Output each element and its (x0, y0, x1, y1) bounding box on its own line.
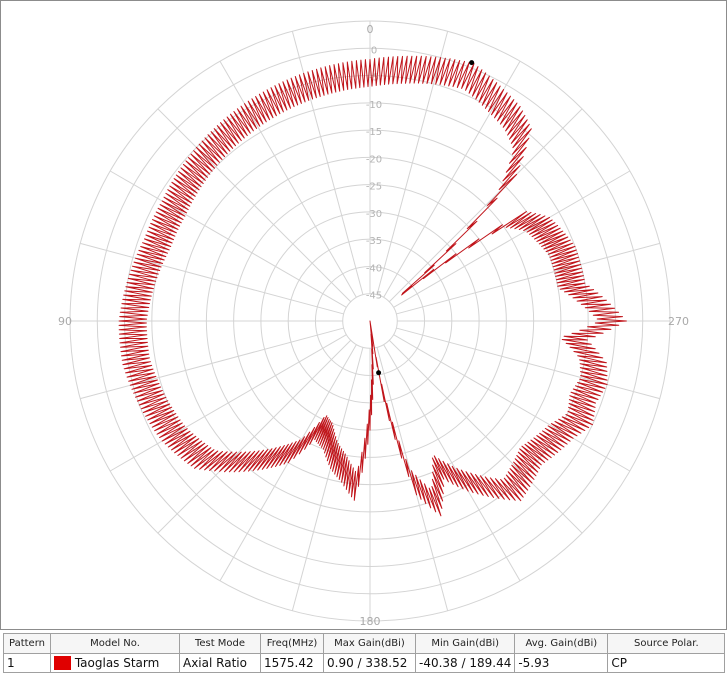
cell-avg-gain: -5.93 (514, 653, 609, 673)
grid-spoke (80, 327, 344, 400)
grid-spoke (383, 60, 521, 298)
data-marker (376, 370, 382, 376)
radial-tick-label: -10 (366, 100, 382, 111)
grid-spoke (388, 108, 583, 303)
legend-header-row: Pattern Model No. Test Mode Freq(MHz) Ma… (3, 633, 726, 654)
polar-grid (69, 20, 671, 622)
legend-table: Pattern Model No. Test Mode Freq(MHz) Ma… (3, 633, 726, 673)
col-header-pattern: Pattern (3, 633, 51, 654)
cell-source-polar: CP (607, 653, 726, 673)
radial-tick-label: 0 (371, 45, 377, 56)
radial-tick-labels: 0 -5 -10 -15 -20 -25 -30 -35 -40 -45 (366, 45, 382, 301)
col-header-min-gain: Min Gain(dBi) (414, 633, 516, 654)
grid-spoke (157, 108, 352, 303)
pattern-trace (118, 55, 627, 517)
plot-panel: 0 -5 -10 -15 -20 -25 -30 -35 -40 -45 0 90 180 270 (0, 0, 727, 630)
radial-tick-label: -25 (366, 182, 382, 193)
grid-spoke (291, 347, 364, 611)
col-header-max-gain: Max Gain(dBi) (323, 633, 416, 654)
radial-tick-label: -35 (366, 236, 382, 247)
cell-model: Taoglas Starm (50, 653, 180, 673)
peak-markers (376, 60, 475, 376)
cell-freq: 1575.42 (260, 653, 324, 673)
grid-spoke (109, 170, 347, 308)
grid-spoke (291, 31, 364, 295)
radial-tick-label: -5 (369, 73, 379, 84)
angle-label-180: 180 (360, 615, 381, 628)
table-row[interactable]: 1 Taoglas Starm Axial Ratio 1575.42 0.90… (3, 653, 726, 673)
cell-test-mode: Axial Ratio (179, 653, 261, 673)
grid-spoke (109, 334, 347, 472)
cell-pattern: 1 (3, 653, 51, 673)
col-header-test-mode: Test Mode (179, 633, 261, 654)
grid-spoke (383, 344, 521, 582)
grid-spoke (396, 327, 660, 400)
col-header-source-polar: Source Polar. (607, 633, 726, 654)
radial-tick-label: -30 (366, 209, 382, 220)
angle-label-0: 0 (367, 23, 374, 36)
grid-spoke (396, 242, 660, 315)
radial-tick-label: -40 (366, 263, 382, 274)
data-marker (469, 60, 475, 66)
col-header-model: Model No. (50, 633, 180, 654)
angle-label-270: 270 (668, 315, 689, 328)
radial-tick-label: -15 (366, 127, 382, 138)
angle-label-90: 90 (58, 315, 72, 328)
cell-min-gain: -40.38 / 189.44 (414, 653, 516, 673)
grid-spoke (376, 347, 449, 611)
grid-spoke (80, 242, 344, 315)
col-header-avg-gain: Avg. Gain(dBi) (514, 633, 609, 654)
radial-tick-label: -20 (366, 154, 382, 165)
cell-max-gain: 0.90 / 338.52 (323, 653, 416, 673)
radial-tick-label: -45 (366, 291, 382, 302)
grid-spoke (393, 170, 631, 308)
series-color-swatch (54, 656, 71, 671)
grid-spoke (376, 31, 449, 295)
angle-labels: 0 90 180 270 (58, 23, 689, 628)
col-header-freq: Freq(MHz) (260, 633, 324, 654)
grid-spoke (157, 339, 352, 534)
polar-chart: 0 -5 -10 -15 -20 -25 -30 -35 -40 -45 0 90 180 270 (58, 20, 689, 628)
grid-spoke (393, 334, 631, 472)
grid-spoke (219, 60, 357, 298)
model-name: Taoglas Starm (74, 655, 160, 670)
grid-spoke (388, 339, 583, 534)
